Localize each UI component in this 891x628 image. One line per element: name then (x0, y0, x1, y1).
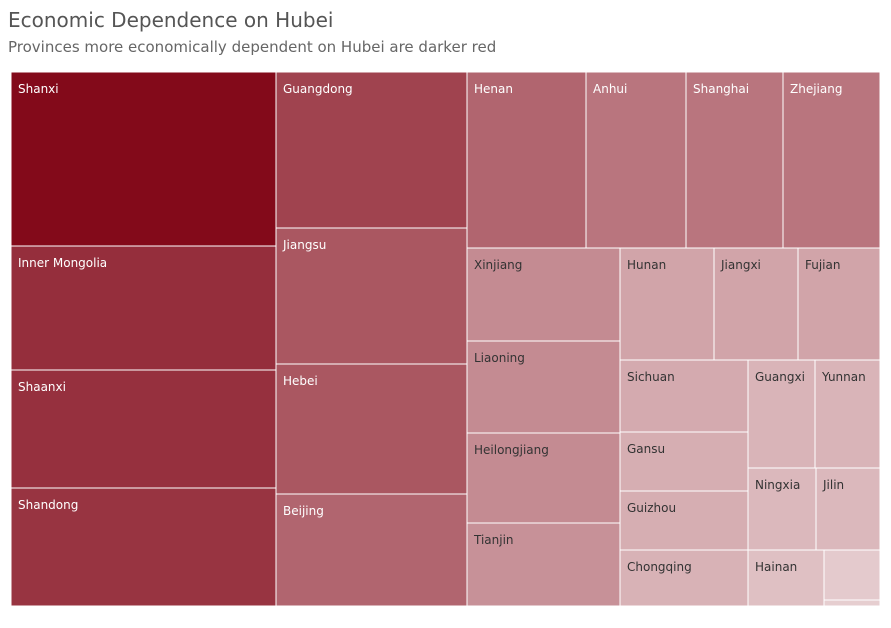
tile-rect[interactable] (619, 490, 749, 551)
tile-liaoning[interactable]: Liaoning (466, 340, 621, 434)
tile-zhejiang[interactable]: Zhejiang (782, 71, 881, 249)
tile-rect[interactable] (823, 599, 881, 607)
tile-label: Hebei (283, 374, 318, 388)
tile-label: Heilongjiang (474, 443, 549, 457)
tile-sichuan[interactable]: Sichuan (619, 359, 749, 433)
tile-label: Henan (474, 82, 513, 96)
tile-rect[interactable] (466, 432, 621, 524)
tile-label: Hainan (755, 560, 797, 574)
tile-rect[interactable] (747, 549, 825, 607)
tile-rect[interactable] (782, 71, 881, 249)
tile-yunnan[interactable]: Yunnan (814, 359, 881, 469)
tile-label: Guangdong (283, 82, 353, 96)
tile-fujian[interactable]: Fujian (797, 247, 881, 361)
tile-label: Inner Mongolia (18, 256, 107, 270)
tile-beijing[interactable]: Beijing (275, 493, 468, 607)
tile-rect[interactable] (815, 467, 881, 551)
tile-label: Jiangsu (282, 238, 326, 252)
tile-label: Anhui (593, 82, 627, 96)
tile-guizhou[interactable]: Guizhou (619, 490, 749, 551)
tile-unlabeled-29[interactable] (823, 599, 881, 607)
tile-rect[interactable] (747, 467, 817, 551)
tile-rect[interactable] (685, 71, 784, 249)
tile-rect[interactable] (585, 71, 687, 249)
tile-label: Shandong (18, 498, 78, 512)
tile-label: Guizhou (627, 501, 676, 515)
tile-anhui[interactable]: Anhui (585, 71, 687, 249)
tile-label: Shanxi (18, 82, 59, 96)
tile-rect[interactable] (466, 340, 621, 434)
tile-rect[interactable] (619, 359, 749, 433)
tile-rect[interactable] (10, 245, 277, 371)
tile-guangxi[interactable]: Guangxi (747, 359, 816, 469)
tile-label: Zhejiang (790, 82, 842, 96)
tile-label: Jilin (822, 478, 844, 492)
tile-rect[interactable] (275, 493, 468, 607)
tile-gansu[interactable]: Gansu (619, 431, 749, 492)
tile-label: Beijing (283, 504, 324, 518)
tile-label: Chongqing (627, 560, 692, 574)
tile-rect[interactable] (10, 487, 277, 607)
tile-rect[interactable] (823, 549, 881, 601)
tile-label: Tianjin (473, 533, 514, 547)
tile-rect[interactable] (466, 522, 621, 607)
tile-guangdong[interactable]: Guangdong (275, 71, 468, 229)
tile-hainan[interactable]: Hainan (747, 549, 825, 607)
tile-rect[interactable] (466, 247, 621, 342)
chart-title: Economic Dependence on Hubei (8, 8, 334, 32)
tile-label: Xinjiang (474, 258, 522, 272)
tile-label: Yunnan (821, 370, 866, 384)
tile-shaanxi[interactable]: Shaanxi (10, 369, 277, 489)
tile-rect[interactable] (814, 359, 881, 469)
tile-xinjiang[interactable]: Xinjiang (466, 247, 621, 342)
tile-rect[interactable] (619, 431, 749, 492)
tile-rect[interactable] (797, 247, 881, 361)
tile-jilin[interactable]: Jilin (815, 467, 881, 551)
tile-rect[interactable] (10, 71, 277, 247)
tile-label: Ningxia (755, 478, 800, 492)
tile-label: Liaoning (474, 351, 525, 365)
tile-shandong[interactable]: Shandong (10, 487, 277, 607)
tile-rect[interactable] (466, 71, 587, 249)
tile-jiangxi[interactable]: Jiangxi (713, 247, 799, 361)
tile-rect[interactable] (619, 247, 715, 361)
tile-rect[interactable] (747, 359, 816, 469)
tile-shanxi[interactable]: Shanxi (10, 71, 277, 247)
tile-chongqing[interactable]: Chongqing (619, 549, 749, 607)
tile-label: Fujian (805, 258, 840, 272)
tile-label: Jiangxi (720, 258, 761, 272)
tile-rect[interactable] (619, 549, 749, 607)
tile-shanghai[interactable]: Shanghai (685, 71, 784, 249)
tile-label: Shaanxi (18, 380, 66, 394)
tile-heilongjiang[interactable]: Heilongjiang (466, 432, 621, 524)
tile-hunan[interactable]: Hunan (619, 247, 715, 361)
tile-jiangsu[interactable]: Jiangsu (275, 227, 468, 365)
tile-unlabeled-28[interactable] (823, 549, 881, 601)
tile-label: Hunan (627, 258, 666, 272)
tile-ningxia[interactable]: Ningxia (747, 467, 817, 551)
tile-henan[interactable]: Henan (466, 71, 587, 249)
tile-tianjin[interactable]: Tianjin (466, 522, 621, 607)
chart-subtitle: Provinces more economically dependent on… (8, 38, 497, 56)
tile-label: Shanghai (693, 82, 749, 96)
tile-inner-mongolia[interactable]: Inner Mongolia (10, 245, 277, 371)
tile-label: Guangxi (755, 370, 805, 384)
tile-hebei[interactable]: Hebei (275, 363, 468, 495)
tile-label: Sichuan (627, 370, 675, 384)
tile-label: Gansu (627, 442, 665, 456)
